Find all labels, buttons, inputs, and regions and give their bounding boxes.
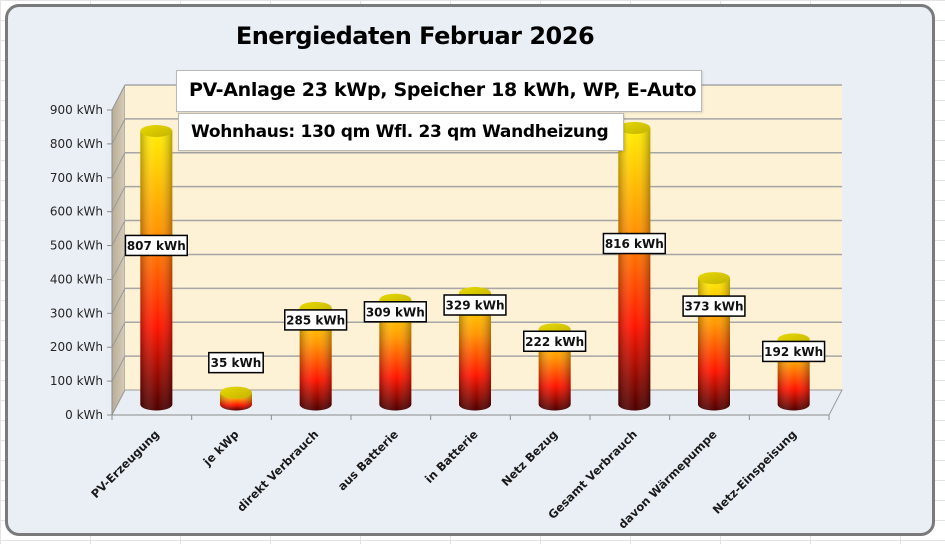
data-label-text: 329 kWh xyxy=(446,299,505,313)
data-label-text: 816 kWh xyxy=(605,237,664,251)
y-tick-label: 400 kWh xyxy=(50,272,103,286)
bar-shade xyxy=(299,307,332,411)
annotation-system-info: PV-Anlage 23 kWp, Speicher 18 kWh, WP, E… xyxy=(176,70,702,112)
chart-title: Energiedaten Februar 2026 xyxy=(235,22,595,50)
data-label: 329 kWh xyxy=(443,294,507,316)
data-label-text: 373 kWh xyxy=(685,300,744,314)
data-label-box xyxy=(682,295,746,317)
gridline-side xyxy=(111,321,126,348)
y-tick-label: 200 kWh xyxy=(50,340,103,354)
bar-top xyxy=(140,125,173,138)
y-tick-label: 800 kWh xyxy=(50,137,103,151)
bar xyxy=(459,287,491,411)
x-tick-label: PV-Erzeugung xyxy=(88,427,162,501)
bar-top xyxy=(698,272,730,285)
data-label-text: 309 kWh xyxy=(366,305,425,319)
bar-top xyxy=(618,121,651,134)
x-tick-label: Netz-Einspeisung xyxy=(710,427,800,517)
bar-shade xyxy=(618,127,651,411)
x-tick-label: Gesamt Verbrauch xyxy=(545,427,640,522)
data-label-box xyxy=(443,294,507,316)
y-tick-label: 100 kWh xyxy=(50,374,103,388)
bar xyxy=(379,293,412,411)
data-label-box xyxy=(602,232,666,255)
gridline-side xyxy=(111,186,126,212)
data-label-text: 285 kWh xyxy=(286,313,345,327)
data-label: 816 kWh xyxy=(602,232,666,255)
gridline-side xyxy=(111,220,126,246)
data-label-text: 192 kWh xyxy=(764,345,823,359)
data-label-text: 222 kWh xyxy=(525,335,584,349)
data-label: 285 kWh xyxy=(284,309,348,331)
annotation-house-info: Wohnhaus: 130 qm Wfl. 23 qm Wandheizung xyxy=(178,113,624,151)
bar xyxy=(140,125,173,411)
bar-shade xyxy=(459,293,491,411)
data-label-box xyxy=(523,330,587,353)
data-label: 35 kWh xyxy=(208,351,264,374)
data-label: 807 kWh xyxy=(124,234,188,257)
data-label-text: 35 kWh xyxy=(211,356,262,370)
bar-shade xyxy=(379,299,412,411)
y-tick-label: 700 kWh xyxy=(50,171,103,185)
y-tick-label: 0 kWh xyxy=(65,408,103,422)
bar xyxy=(618,121,651,411)
x-tick-label: in Batterie xyxy=(422,427,481,486)
data-label-box xyxy=(762,340,826,363)
y-tick-label: 900 kWh xyxy=(50,103,103,117)
data-label: 222 kWh xyxy=(523,330,587,353)
x-tick-label: direkt Verbrauch xyxy=(234,427,321,514)
gridline-side xyxy=(111,288,126,314)
y-tick-label: 600 kWh xyxy=(50,205,103,219)
bar xyxy=(698,272,730,411)
data-label-box xyxy=(284,309,348,331)
data-label-box xyxy=(363,301,427,323)
gridline-side xyxy=(111,355,126,382)
data-label: 309 kWh xyxy=(363,301,427,323)
bar-top xyxy=(220,386,252,399)
data-label: 373 kWh xyxy=(682,295,746,317)
gridline-side xyxy=(111,84,126,111)
y-tick-label: 500 kWh xyxy=(50,239,103,253)
gridline-side xyxy=(111,254,126,280)
x-tick-label: aus Batterie xyxy=(335,427,401,493)
side-wall xyxy=(111,84,126,416)
gridline-side xyxy=(111,152,126,179)
data-label-text: 807 kWh xyxy=(127,239,186,253)
gridline-side xyxy=(111,118,126,145)
data-label: 192 kWh xyxy=(762,340,826,363)
bar xyxy=(220,386,252,411)
x-tick-label: Netz Bezug xyxy=(499,427,561,489)
data-label-box xyxy=(124,234,188,257)
x-tick-label: je kWp xyxy=(200,427,242,469)
bar-shade xyxy=(140,131,173,411)
y-tick-label: 300 kWh xyxy=(50,306,103,320)
data-label-box xyxy=(208,351,264,374)
